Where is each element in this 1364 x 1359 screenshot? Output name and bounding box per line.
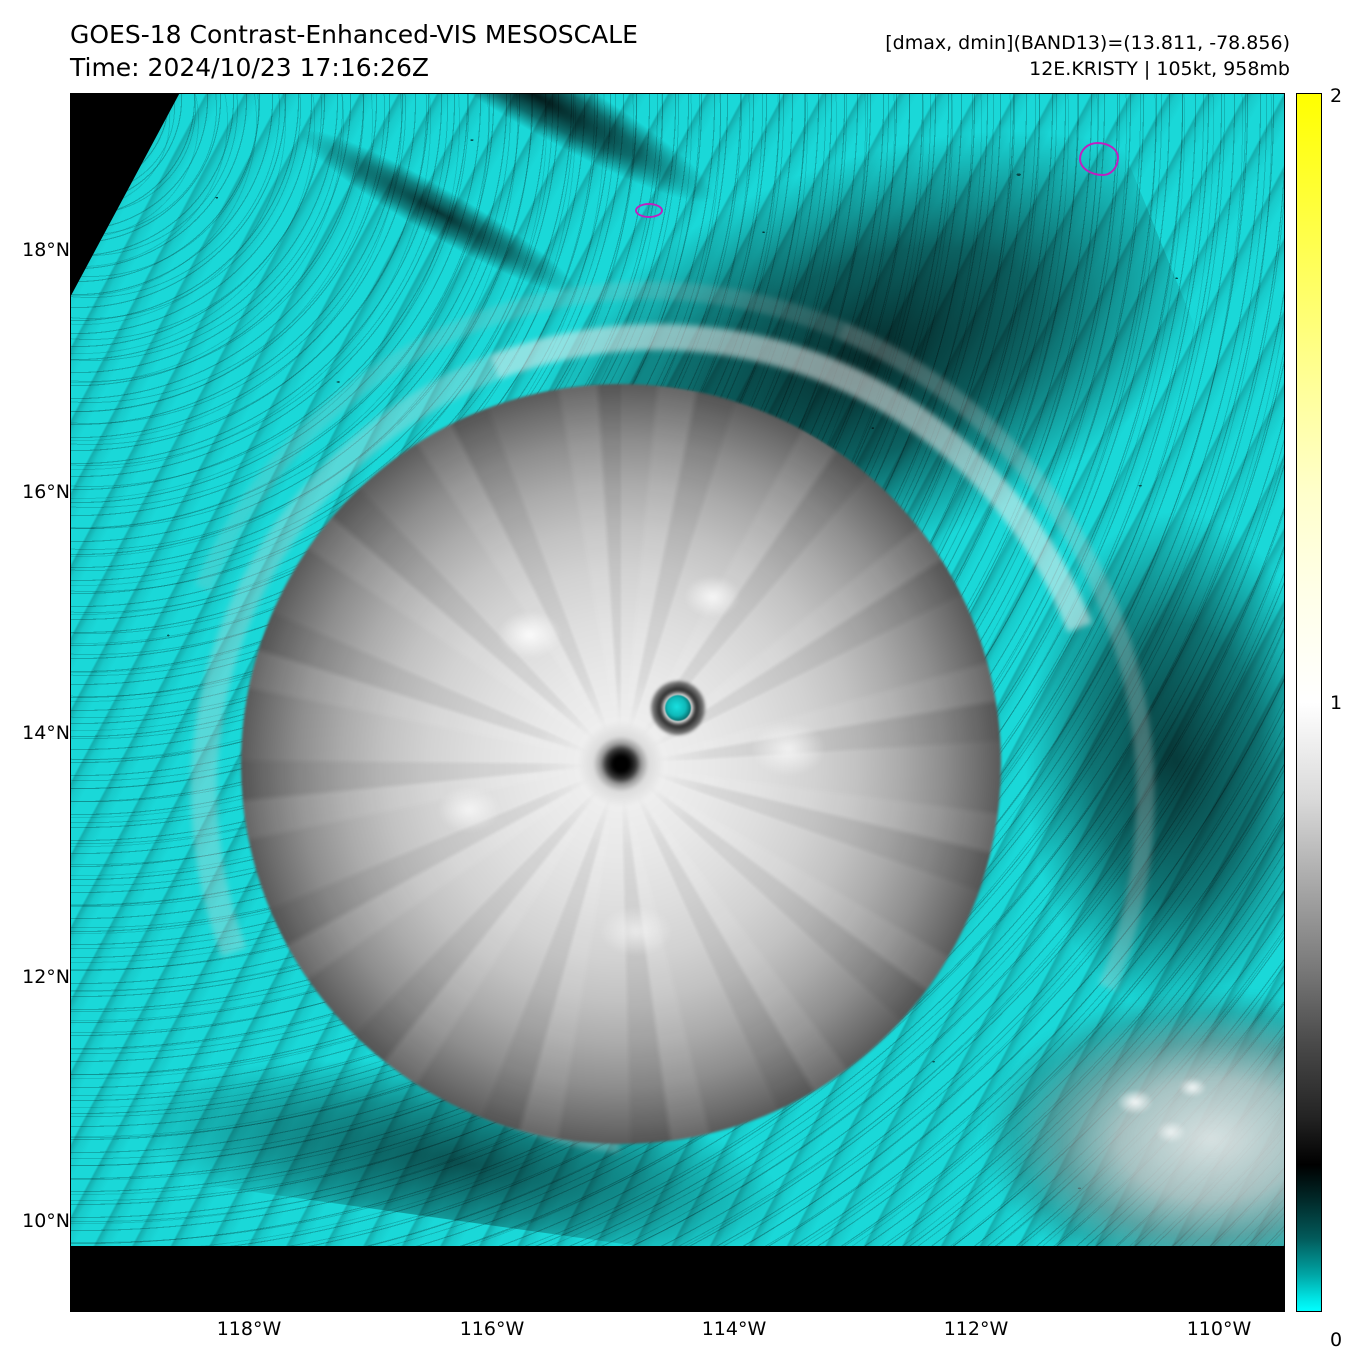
x-axis-tick-110w: 110°W [1186,1318,1252,1340]
overshooting-cloud-tops [241,384,1001,1144]
storm-info-label: 12E.KRISTY | 105kt, 958mb [1029,58,1290,81]
colorbar-tick-0: 0 [1330,1329,1343,1351]
colorbar-tick-1: 1 [1330,692,1343,714]
timestamp-label: Time: 2024/10/23 17:16:26Z [70,53,429,83]
aoi-contour-north [1079,142,1119,176]
no-data-band-bottom [71,1246,1284,1311]
y-axis-tick-18n: 18°N [22,239,70,261]
satellite-swath [71,94,1284,1246]
aoi-contour-west [635,203,663,218]
y-axis-tick-10n: 10°N [22,1210,70,1232]
x-axis-tick-118w: 118°W [216,1318,282,1340]
x-axis-tick-116w: 116°W [459,1318,525,1340]
page-title: GOES-18 Contrast-Enhanced-VIS MESOSCALE [70,20,638,49]
y-axis-tick-12n: 12°N [22,966,70,988]
satellite-image-plot[interactable]: Copyright © 2020-2024 Dapiya [70,93,1285,1312]
y-axis-tick-14n: 14°N [22,722,70,744]
y-axis-tick-16n: 16°N [22,481,70,503]
colorbar[interactable] [1296,93,1322,1312]
title-block: GOES-18 Contrast-Enhanced-VIS MESOSCALE … [70,18,638,85]
x-axis-tick-112w: 112°W [943,1318,1009,1340]
metadata-block: [dmax, dmin](BAND13)=(13.811, -78.856) 1… [885,30,1290,82]
colorbar-tick-2: 2 [1330,85,1343,107]
hurricane-eye [665,695,691,721]
dmax-dmin-label: [dmax, dmin](BAND13)=(13.811, -78.856) [885,32,1290,54]
cloud-mass-southeast-texture [1081,1054,1261,1174]
x-axis-tick-114w: 114°W [701,1318,767,1340]
